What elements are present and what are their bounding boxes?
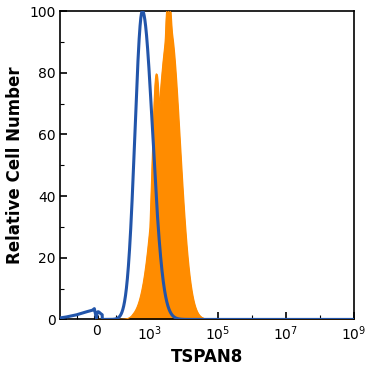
X-axis label: TSPAN8: TSPAN8: [171, 349, 243, 366]
Y-axis label: Relative Cell Number: Relative Cell Number: [6, 67, 23, 264]
